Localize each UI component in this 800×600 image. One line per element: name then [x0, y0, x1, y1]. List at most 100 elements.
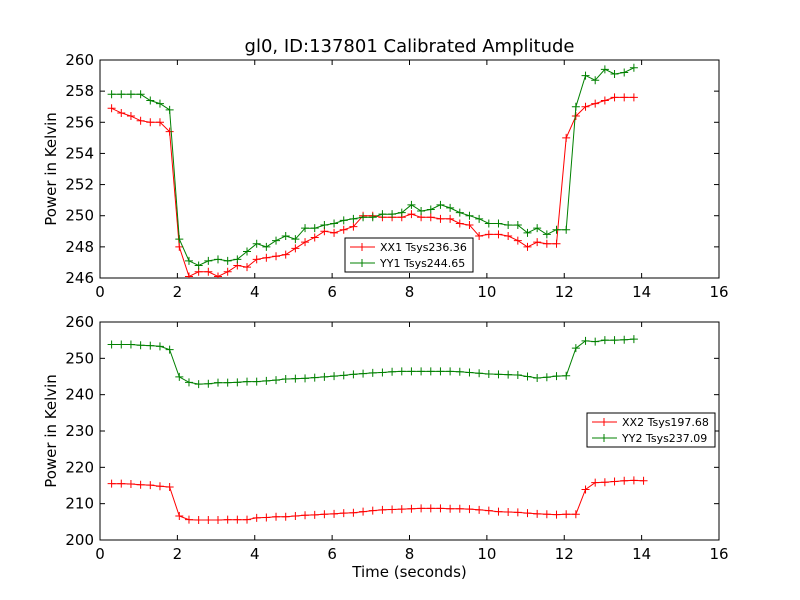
data-point: [571, 510, 580, 519]
data-point: [417, 504, 426, 513]
y-tick-label: 230: [65, 422, 94, 440]
y-tick-label: 246: [65, 269, 94, 287]
data-point: [504, 221, 513, 230]
data-point: [184, 272, 193, 278]
data-point: [301, 374, 310, 383]
legend-marker: [600, 434, 608, 442]
y-tick-label: 248: [65, 238, 94, 256]
data-point: [175, 235, 184, 244]
legend: XX1 Tsys236.36 YY1 Tsys244.65: [344, 237, 474, 273]
data-point: [436, 367, 445, 376]
data-point: [620, 93, 629, 102]
legend-marker: [358, 259, 366, 267]
x-tick-label: 16: [709, 283, 728, 301]
data-point: [117, 479, 126, 488]
data-point: [504, 370, 513, 379]
x-tick-label: 14: [632, 283, 651, 301]
data-point: [426, 504, 435, 513]
data-point: [281, 512, 290, 521]
data-point: [436, 200, 445, 209]
data-point: [146, 481, 155, 490]
data-point: [281, 375, 290, 384]
data-point: [542, 239, 551, 248]
data-point: [243, 247, 252, 256]
data-point: [388, 367, 397, 376]
data-point: [349, 214, 358, 223]
x-tick-label: 4: [250, 545, 260, 563]
data-point: [465, 368, 474, 377]
data-point: [175, 242, 184, 251]
legend-entry: XX1 Tsys236.36: [380, 241, 467, 254]
data-point: [136, 480, 145, 489]
y-tick-label: 210: [65, 495, 94, 513]
data-point: [213, 255, 222, 264]
data-point: [291, 244, 300, 253]
data-point: [262, 253, 271, 262]
data-point: [107, 104, 116, 113]
y-tick-label: 200: [65, 531, 94, 549]
data-point: [233, 378, 242, 387]
data-point: [146, 341, 155, 350]
data-point: [368, 506, 377, 515]
data-point: [184, 378, 193, 387]
chart-panel-2: 0 2 4 6 8 10 12 14 16 200 210 220 230 240 250 260 Power …: [42, 313, 729, 581]
data-point: [620, 335, 629, 344]
data-point: [388, 505, 397, 514]
chart-panel-1: 0 2 4 6 8 10 12 14 16246248250252254256258260gl0…: [42, 36, 729, 301]
data-point: [591, 337, 600, 346]
data-point: [465, 221, 474, 230]
x-tick-label: 10: [477, 545, 496, 563]
data-point: [107, 90, 116, 99]
data-point: [126, 90, 135, 99]
data-point: [252, 255, 261, 264]
data-point: [436, 214, 445, 223]
data-point: [155, 482, 164, 491]
data-point: [243, 377, 252, 386]
data-point: [339, 509, 348, 518]
data-point: [378, 210, 387, 219]
data-point: [513, 236, 522, 245]
data-point: [213, 272, 222, 278]
data-point: [204, 516, 213, 525]
data-point: [136, 341, 145, 350]
x-tick-label: 4: [250, 283, 260, 301]
data-point: [446, 203, 455, 212]
x-tick-label: 6: [327, 545, 337, 563]
legend-marker: [358, 243, 366, 251]
data-point: [368, 213, 377, 222]
data-point: [126, 340, 135, 349]
data-point: [252, 513, 261, 522]
data-point: [310, 373, 319, 382]
data-point: [455, 367, 464, 376]
data-point: [204, 267, 213, 276]
data-point: [407, 504, 416, 513]
data-point: [310, 233, 319, 242]
data-point: [320, 372, 329, 381]
data-point: [610, 336, 619, 345]
data-point: [165, 105, 174, 114]
data-point: [562, 371, 571, 380]
data-point: [426, 213, 435, 222]
data-point: [136, 116, 145, 125]
data-point: [446, 367, 455, 376]
data-point: [223, 256, 232, 265]
y-tick-label: 252: [65, 176, 94, 194]
data-point: [272, 376, 281, 385]
data-point: [175, 512, 184, 521]
data-point: [562, 133, 571, 142]
data-point: [523, 509, 532, 518]
legend: XX2 Tsys197.68 YY2 Tsys237.09: [586, 412, 716, 448]
data-point: [301, 224, 310, 233]
data-point: [339, 216, 348, 225]
data-point: [552, 239, 561, 248]
data-point: [407, 210, 416, 219]
data-point: [301, 238, 310, 247]
data-point: [136, 90, 145, 99]
data-point: [107, 340, 116, 349]
data-point: [388, 210, 397, 219]
data-point: [155, 99, 164, 108]
y-tick-label: 256: [65, 113, 94, 131]
data-point: [117, 340, 126, 349]
y-tick-label: 250: [65, 349, 94, 367]
